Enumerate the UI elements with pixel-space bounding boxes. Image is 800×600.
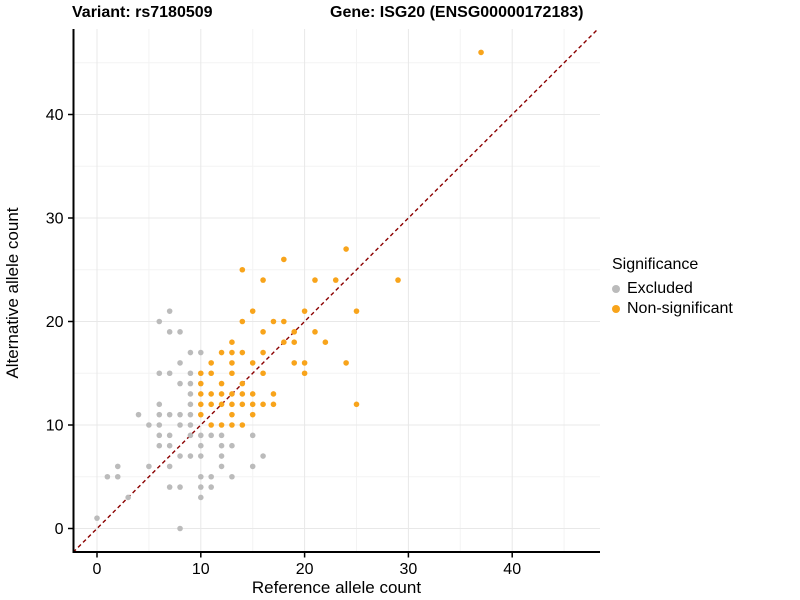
- legend-title: Significance: [612, 256, 699, 273]
- legend-item-non-significant: Non-significant: [612, 300, 733, 318]
- legend-item-label: Excluded: [627, 280, 693, 297]
- legend-item-label: Non-significant: [627, 300, 733, 317]
- svg-text:20: 20: [46, 314, 64, 331]
- x-axis-title: Reference allele count: [251, 578, 422, 597]
- legend: Significance Excluded Non-significant: [612, 256, 733, 320]
- gene-title: Gene: ISG20 (ENSG00000172183): [330, 4, 584, 21]
- excluded-point-icon: [612, 285, 620, 293]
- y-axis-title: Alternative allele count: [3, 207, 22, 379]
- non-significant-point-icon: [612, 305, 620, 313]
- svg-text:10: 10: [46, 418, 64, 435]
- svg-text:0: 0: [93, 561, 102, 578]
- svg-text:30: 30: [46, 211, 64, 228]
- svg-text:10: 10: [192, 561, 210, 578]
- svg-text:40: 40: [46, 107, 64, 124]
- svg-text:40: 40: [503, 561, 521, 578]
- svg-text:0: 0: [55, 521, 64, 538]
- svg-text:20: 20: [296, 561, 314, 578]
- variant-title: Variant: rs7180509: [72, 4, 213, 21]
- svg-text:30: 30: [400, 561, 418, 578]
- legend-item-excluded: Excluded: [612, 280, 733, 298]
